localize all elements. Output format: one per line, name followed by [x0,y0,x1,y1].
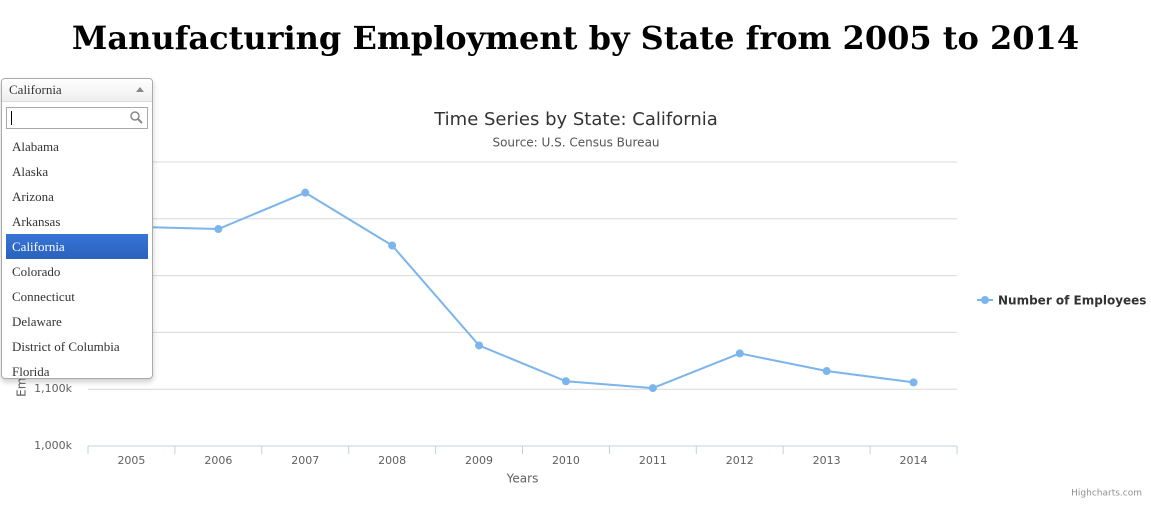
point [301,188,310,197]
point [822,367,831,376]
x-tick-label: 2006 [204,454,232,467]
x-tick-label: 2009 [465,454,493,467]
y-tick-label: 1,000k [34,439,72,452]
x-tick-label: 2012 [726,454,754,467]
credits: Highcharts.com [1071,489,1142,499]
dropdown-option[interactable]: Florida [12,364,50,379]
x-axis-title: Years [506,472,539,486]
legend-marker [981,296,989,304]
point [909,378,918,387]
dropdown-options: Alabama Alaska Arizona Arkansas California Co… [2,134,152,379]
point [648,384,657,393]
x-tick-label: 2010 [552,454,580,467]
dropdown-option[interactable]: District of Columbia [12,339,120,354]
dropdown-selected[interactable]: California [2,79,152,102]
point [735,349,744,358]
dropdown-option[interactable]: Colorado [12,264,61,279]
x-tick-label: 2008 [378,454,406,467]
page-title: Manufacturing Employment by State from 2… [71,19,1080,57]
legend-label: Number of Employees [998,294,1146,308]
dropdown-option[interactable]: California [6,234,148,259]
point [214,225,223,234]
dropdown-search[interactable] [6,107,148,129]
dropdown-option[interactable]: Alabama [12,139,59,154]
point [388,241,397,250]
dropdown-option[interactable]: Alaska [12,164,49,179]
point [561,377,570,386]
state-dropdown[interactable]: California Alabama Alaska Arizona Arkansas C… [1,78,153,379]
x-tick-label: 2007 [291,454,319,467]
dropdown-option[interactable]: Connecticut [12,289,75,304]
dropdown-option[interactable]: Arizona [12,189,54,204]
chart-title: Time Series by State: California [433,109,718,130]
x-tick-label: 2013 [813,454,841,467]
series-line [131,191,914,390]
x-tick-label: 2011 [639,454,667,467]
x-tick-label: 2014 [900,454,928,467]
search-icon [130,111,143,124]
point [475,341,484,350]
chart-subtitle: Source: U.S. Census Bureau [492,136,659,150]
dropdown-option[interactable]: Delaware [12,314,62,329]
dropdown-option[interactable]: Arkansas [12,214,61,229]
x-tick-label: 2005 [117,454,145,467]
y-tick-label: 1,100k [34,382,72,395]
